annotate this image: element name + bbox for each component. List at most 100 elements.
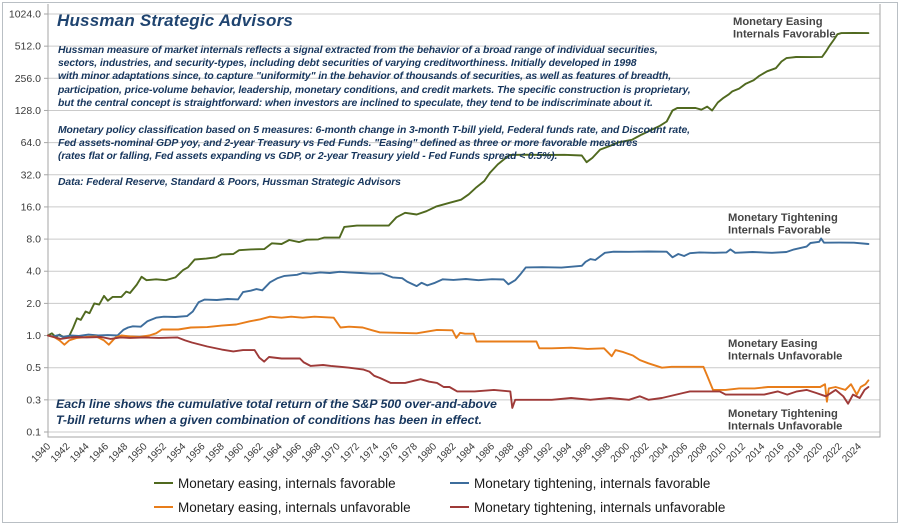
x-tick-label: 1982 bbox=[435, 441, 459, 465]
x-tick-label-group: 1990 bbox=[512, 441, 536, 465]
page-title: Hussman Strategic Advisors bbox=[57, 11, 294, 30]
x-tick-label-group: 2004 bbox=[647, 441, 671, 465]
x-tick-label: 1960 bbox=[223, 441, 247, 465]
x-tick-label-group: 1980 bbox=[416, 441, 440, 465]
x-tick-label-group: 1974 bbox=[358, 441, 382, 465]
methodology-text: Monetary policy classification based on … bbox=[58, 125, 690, 163]
x-tick-label-group: 1994 bbox=[551, 441, 575, 465]
x-tick-label: 1962 bbox=[242, 441, 266, 465]
footnote-text: Each line shows the cumulative total ret… bbox=[56, 397, 497, 427]
y-tick-label: 128.0 bbox=[15, 105, 41, 117]
y-tick-label: 1.0 bbox=[26, 330, 41, 342]
x-tick-label-group: 1950 bbox=[126, 441, 150, 465]
x-tick-label-group: 1946 bbox=[88, 441, 112, 465]
x-tick-label: 2008 bbox=[686, 441, 710, 465]
series-line-tightening-favorable bbox=[47, 237, 870, 338]
annotation-easing-favorable: Monetary Easing bbox=[733, 16, 823, 28]
x-tick-label: 1956 bbox=[184, 441, 208, 465]
x-tick-label-group: 2020 bbox=[802, 441, 826, 465]
x-tick-label: 2016 bbox=[763, 441, 787, 465]
x-tick-label-group: 1962 bbox=[242, 441, 266, 465]
x-tick-label-group: 2010 bbox=[705, 441, 729, 465]
x-tick-label-group: 1966 bbox=[281, 441, 305, 465]
y-tick-label: 256.0 bbox=[15, 73, 41, 85]
x-tick-label: 1992 bbox=[532, 441, 556, 465]
x-tick-label: 1966 bbox=[281, 441, 305, 465]
annotation-tightening-favorable: Monetary Tightening bbox=[728, 212, 838, 224]
x-tick-label: 2024 bbox=[840, 441, 864, 465]
x-tick-label-group: 1976 bbox=[377, 441, 401, 465]
y-tick-label: 1024.0 bbox=[9, 9, 41, 21]
x-tick-label-group: 2012 bbox=[725, 441, 749, 465]
y-tick-label: 0.3 bbox=[26, 394, 41, 406]
x-tick-label: 1950 bbox=[126, 441, 150, 465]
x-tick-label-group: 1996 bbox=[570, 441, 594, 465]
y-tick-label: 32.0 bbox=[21, 169, 42, 181]
x-tick-label: 1946 bbox=[88, 441, 112, 465]
x-tick-label-group: 1978 bbox=[396, 441, 420, 465]
plot-border bbox=[47, 4, 881, 438]
x-tick-label: 2012 bbox=[725, 441, 749, 465]
x-tick-label: 1944 bbox=[68, 441, 92, 465]
x-tick-label-group: 1968 bbox=[300, 441, 324, 465]
series-line-tightening-unfavorable bbox=[47, 334, 870, 409]
x-tick-label-group: 1944 bbox=[68, 441, 92, 465]
x-tick-label-group: 1964 bbox=[261, 441, 285, 465]
x-tick-label-group: 1970 bbox=[319, 441, 343, 465]
y-tick-label: 16.0 bbox=[21, 201, 42, 213]
x-tick-label: 2022 bbox=[821, 441, 845, 465]
x-tick-label-group: 1984 bbox=[454, 441, 478, 465]
x-tick-label-group: 1988 bbox=[493, 441, 517, 465]
x-tick-label-group: 1954 bbox=[165, 441, 189, 465]
annotation-tightening-unfavorable: Internals Unfavorable bbox=[728, 421, 842, 433]
x-tick-label: 2018 bbox=[782, 441, 806, 465]
annotation-easing-unfavorable: Internals Unfavorable bbox=[728, 351, 842, 363]
x-tick-label-group: 2016 bbox=[763, 441, 787, 465]
x-tick-label: 1948 bbox=[107, 441, 131, 465]
y-tick-label: 2.0 bbox=[26, 298, 41, 310]
y-tick-label: 64.0 bbox=[21, 137, 42, 149]
x-tick-label: 1968 bbox=[300, 441, 324, 465]
x-tick-label-group: 2022 bbox=[821, 441, 845, 465]
x-tick-label-group: 2000 bbox=[609, 441, 633, 465]
x-tick-label: 1988 bbox=[493, 441, 517, 465]
x-tick-label-group: 1948 bbox=[107, 441, 131, 465]
x-tick-label-group: 1956 bbox=[184, 441, 208, 465]
x-tick-label-group: 1986 bbox=[474, 441, 498, 465]
x-tick-label: 1998 bbox=[589, 441, 613, 465]
x-tick-label-group: 1972 bbox=[338, 441, 362, 465]
y-tick-label: 8.0 bbox=[26, 234, 41, 246]
x-tick-label-group: 2014 bbox=[744, 441, 768, 465]
x-tick-label: 2004 bbox=[647, 441, 671, 465]
x-tick-label-group: 2006 bbox=[667, 441, 691, 465]
y-tick-label: 0.1 bbox=[26, 427, 41, 439]
x-tick-label: 1942 bbox=[49, 441, 73, 465]
x-tick-label: 1984 bbox=[454, 441, 478, 465]
x-tick-label: 2006 bbox=[667, 441, 691, 465]
x-tick-label: 1954 bbox=[165, 441, 189, 465]
x-tick-label-group: 1960 bbox=[223, 441, 247, 465]
x-tick-label-group: 1982 bbox=[435, 441, 459, 465]
annotation-easing-unfavorable: Monetary Easing bbox=[728, 338, 818, 350]
x-tick-label-group: 1952 bbox=[145, 441, 169, 465]
x-tick-label: 2010 bbox=[705, 441, 729, 465]
annotation-easing-favorable: Internals Favorable bbox=[733, 29, 836, 41]
x-tick-label-group: 1940 bbox=[30, 441, 54, 465]
x-tick-label: 1986 bbox=[474, 441, 498, 465]
x-tick-label: 1970 bbox=[319, 441, 343, 465]
x-tick-label-group: 2008 bbox=[686, 441, 710, 465]
x-tick-label: 1958 bbox=[203, 441, 227, 465]
description-text: Hussman measure of market internals refl… bbox=[58, 45, 691, 109]
y-tick-label: 512.0 bbox=[15, 41, 41, 53]
x-tick-label: 1990 bbox=[512, 441, 536, 465]
x-tick-label: 1972 bbox=[338, 441, 362, 465]
x-tick-label-group: 2018 bbox=[782, 441, 806, 465]
y-tick-label: 0.5 bbox=[26, 362, 41, 374]
x-tick-label: 1974 bbox=[358, 441, 382, 465]
x-tick-label-group: 1958 bbox=[203, 441, 227, 465]
x-tick-label: 1980 bbox=[416, 441, 440, 465]
x-tick-label: 2000 bbox=[609, 441, 633, 465]
series-line-easing-unfavorable bbox=[47, 315, 870, 403]
